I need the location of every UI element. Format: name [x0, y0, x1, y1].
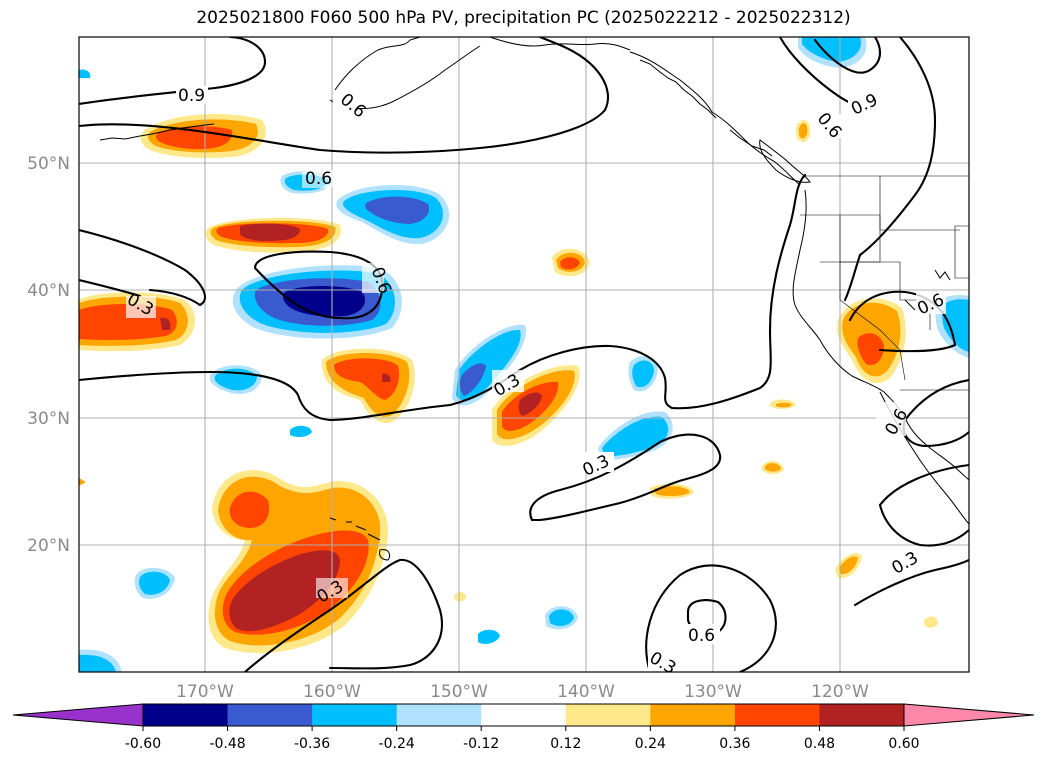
precip-blob — [134, 567, 175, 599]
precip-blob — [290, 425, 312, 437]
precip-blob — [79, 478, 86, 486]
precip-blob — [336, 184, 450, 245]
precip-blob — [552, 248, 590, 277]
colorbar-tick-label: -0.36 — [294, 736, 330, 752]
colorbar-tick-label: -0.24 — [379, 736, 415, 752]
colorbar-tick-label: 0.24 — [635, 736, 666, 752]
map-frame — [78, 36, 970, 673]
lon-label: 160°W — [303, 682, 361, 702]
lon-label: 150°W — [430, 682, 488, 702]
colorbar-segment — [819, 704, 905, 726]
colorbar-tick-label: -0.48 — [209, 736, 245, 752]
colorbar-tick-label: -0.12 — [463, 736, 499, 752]
colorbar-segment — [143, 704, 229, 726]
precip-blob — [799, 123, 808, 139]
precip-blob — [205, 217, 341, 253]
precip-blob — [654, 486, 690, 497]
map-title: 2025021800 F060 500 hPa PV, precipitatio… — [196, 8, 851, 28]
precip-blob — [628, 356, 658, 392]
contour-label: 0.6 — [688, 626, 715, 646]
precip-blob — [598, 411, 673, 460]
colorbar-segment — [734, 704, 820, 726]
colorbar-tick-label: 0.12 — [550, 736, 581, 752]
colorbar-segment — [565, 704, 651, 726]
graticule — [79, 37, 969, 672]
colorbar-tick-label: 0.60 — [888, 736, 919, 752]
contour-label: 0.6 — [305, 169, 332, 189]
colorbar-frame — [142, 703, 905, 727]
lon-label: 140°W — [557, 682, 615, 702]
precip-blob — [79, 69, 91, 78]
precip-fill-layer — [79, 37, 969, 672]
longitude-labels: 170°W 160°W 150°W 140°W 130°W 120°W — [176, 682, 869, 702]
colorbar-tick-label: 0.36 — [719, 736, 750, 752]
contour-label: 0.9 — [178, 86, 205, 106]
precip-blob — [140, 114, 266, 158]
precip-blob — [836, 298, 906, 384]
lon-label: 120°W — [811, 682, 869, 702]
lat-label: 30°N — [27, 409, 70, 429]
lat-label: 40°N — [27, 281, 70, 301]
colorbar-segment — [396, 704, 482, 726]
colorbar: -0.60 -0.48 -0.36 -0.24 -0.12 0.12 0.24 0.36 0.4… — [12, 703, 1035, 752]
latitude-labels: 50°N 40°N 30°N 20°N — [27, 154, 70, 556]
lat-label: 20°N — [27, 536, 70, 556]
lat-label: 50°N — [27, 154, 70, 174]
contour-labels: 0.9 0.6 0.6 0.6 0.3 0.3 0.3 0.3 0.6 0.3 … — [123, 86, 947, 672]
precip-blob — [492, 365, 580, 446]
precip-blob — [79, 649, 122, 672]
colorbar-segment — [481, 704, 567, 726]
colorbar-segment — [227, 704, 313, 726]
precip-blob — [452, 324, 526, 406]
precip-blob — [839, 556, 858, 575]
colorbar-tick-label: 0.48 — [804, 736, 835, 752]
precip-blob — [321, 348, 415, 424]
precip-blob — [924, 616, 938, 628]
coastlines — [99, 37, 969, 561]
colorbar-segment — [650, 704, 736, 726]
colorbar-extend-min — [12, 703, 144, 727]
colorbar-segments — [12, 703, 1035, 727]
colorbar-ticks: -0.60 -0.48 -0.36 -0.24 -0.12 0.12 0.24 0.36 0.4… — [125, 726, 920, 752]
precip-blob — [776, 402, 792, 408]
lon-label: 170°W — [176, 682, 234, 702]
precip-blob — [549, 609, 574, 626]
colorbar-segment — [312, 704, 398, 726]
colorbar-extend-max — [903, 703, 1035, 727]
precip-blob — [454, 592, 466, 602]
precip-blob — [79, 292, 196, 352]
precip-blob — [765, 463, 781, 472]
lon-label: 130°W — [684, 682, 742, 702]
precip-blob — [478, 629, 500, 644]
colorbar-tick-label: -0.60 — [125, 736, 161, 752]
